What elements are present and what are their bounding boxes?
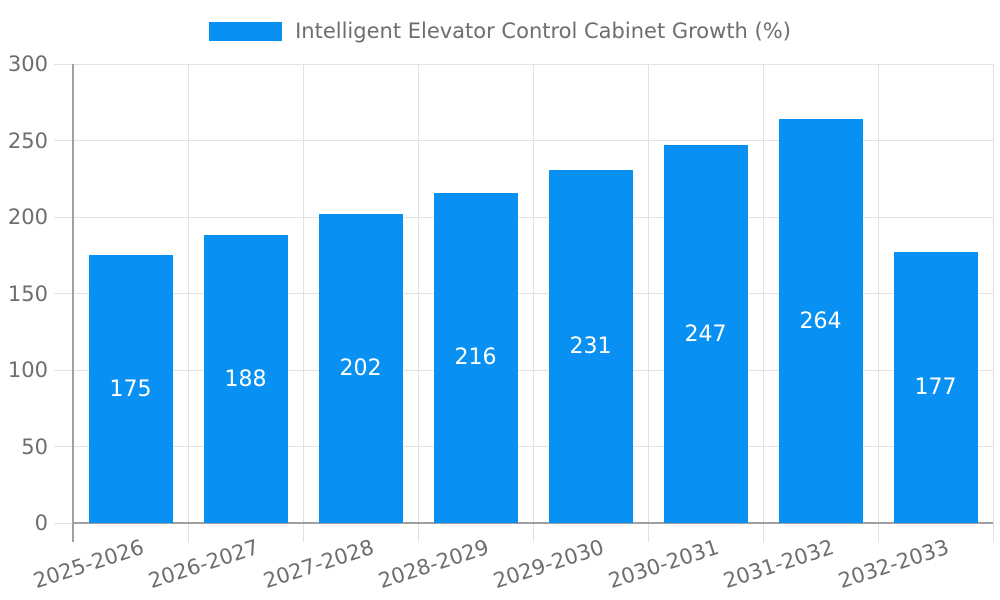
bar: 216 (433, 192, 518, 523)
y-axis-tick-label: 300 (7, 52, 48, 76)
x-gridline (877, 64, 879, 542)
y-gridline (54, 140, 993, 141)
y-gridline (54, 216, 993, 218)
x-axis-line (72, 522, 993, 524)
bar: 177 (893, 252, 978, 523)
x-gridline (187, 64, 189, 542)
bar-value-label: 177 (914, 375, 957, 401)
x-gridline (302, 64, 304, 542)
bar-value-label: 216 (454, 345, 497, 371)
bar-value-label: 188 (224, 366, 267, 392)
x-gridline (762, 64, 764, 542)
bar: 202 (318, 213, 403, 523)
y-gridline (54, 293, 993, 294)
x-gridline (647, 64, 649, 542)
bar: 175 (88, 255, 173, 523)
bar-value-label: 247 (684, 321, 727, 347)
legend-swatch (209, 21, 283, 41)
bar-value-label: 264 (799, 308, 842, 334)
x-gridline (532, 64, 534, 542)
y-gridline (54, 446, 993, 447)
bar: 188 (203, 235, 288, 523)
y-axis-line (72, 64, 74, 542)
legend-label: Intelligent Elevator Control Cabinet Gro… (295, 19, 791, 43)
bar: 264 (778, 119, 863, 523)
y-axis-tick-label: 100 (7, 358, 48, 382)
bar: 247 (663, 145, 748, 523)
legend: Intelligent Elevator Control Cabinet Gro… (0, 16, 1000, 46)
y-axis-tick-label: 150 (7, 281, 48, 306)
bar-value-label: 231 (569, 333, 612, 359)
y-axis-tick-label: 50 (21, 434, 48, 459)
y-axis-tick-label: 200 (7, 205, 48, 229)
bar-value-label: 175 (109, 376, 152, 402)
y-gridline (54, 369, 993, 371)
x-gridline (992, 64, 994, 542)
y-gridline (54, 63, 993, 65)
y-axis-tick-label: 250 (7, 128, 48, 153)
bar: 231 (548, 169, 633, 523)
bar-value-label: 202 (339, 355, 382, 381)
y-axis-tick-label: 0 (34, 511, 48, 535)
x-gridline (417, 64, 419, 542)
